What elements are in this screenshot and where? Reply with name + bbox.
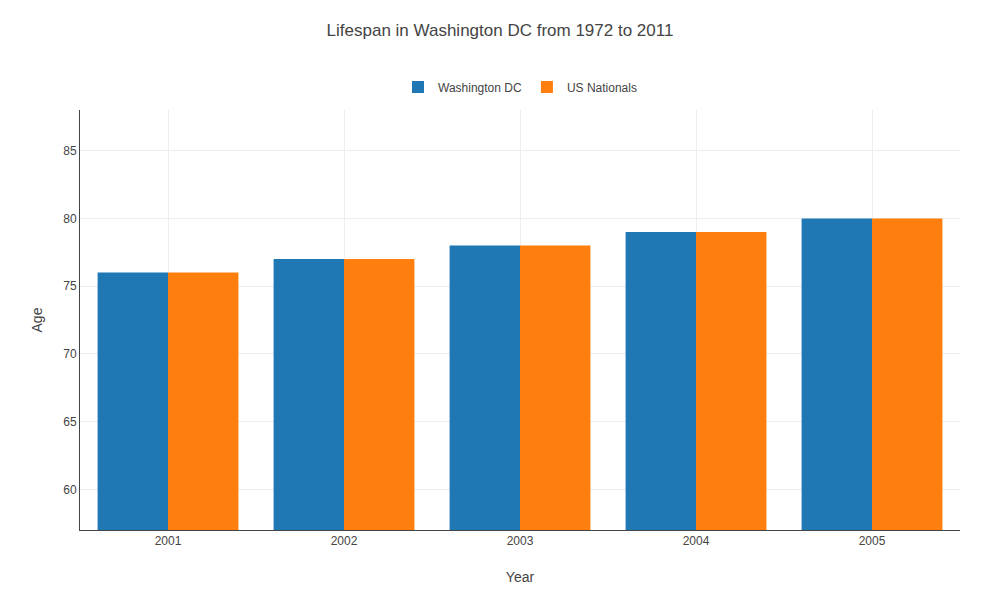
- svg-text:Washington DC: Washington DC: [438, 81, 522, 95]
- svg-text:Age: Age: [29, 307, 45, 332]
- svg-text:65: 65: [63, 415, 77, 429]
- svg-text:US Nationals: US Nationals: [567, 81, 637, 95]
- svg-text:70: 70: [63, 347, 77, 361]
- svg-text:80: 80: [63, 212, 77, 226]
- svg-text:2001: 2001: [155, 534, 182, 548]
- svg-text:Lifespan in Washington DC from: Lifespan in Washington DC from 1972 to 2…: [327, 21, 674, 40]
- svg-text:2004: 2004: [683, 534, 710, 548]
- svg-text:75: 75: [63, 279, 77, 293]
- svg-text:Year: Year: [506, 569, 535, 585]
- svg-text:85: 85: [63, 144, 77, 158]
- svg-text:2002: 2002: [331, 534, 358, 548]
- svg-text:60: 60: [63, 483, 77, 497]
- svg-text:2003: 2003: [507, 534, 534, 548]
- svg-text:2005: 2005: [859, 534, 886, 548]
